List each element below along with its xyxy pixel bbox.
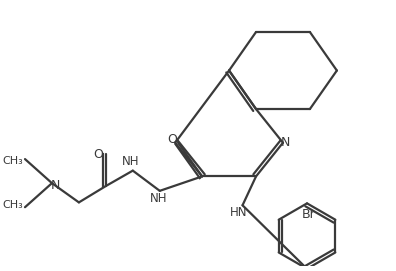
Text: CH₃: CH₃ xyxy=(2,156,23,166)
Text: NH: NH xyxy=(150,192,168,205)
Text: N: N xyxy=(281,136,291,149)
Text: NH: NH xyxy=(122,154,140,167)
Text: CH₃: CH₃ xyxy=(2,200,23,210)
Text: N: N xyxy=(51,179,61,192)
Text: Br: Br xyxy=(302,208,316,221)
Text: O: O xyxy=(168,133,177,146)
Text: O: O xyxy=(93,148,103,161)
Text: HN: HN xyxy=(230,207,248,220)
